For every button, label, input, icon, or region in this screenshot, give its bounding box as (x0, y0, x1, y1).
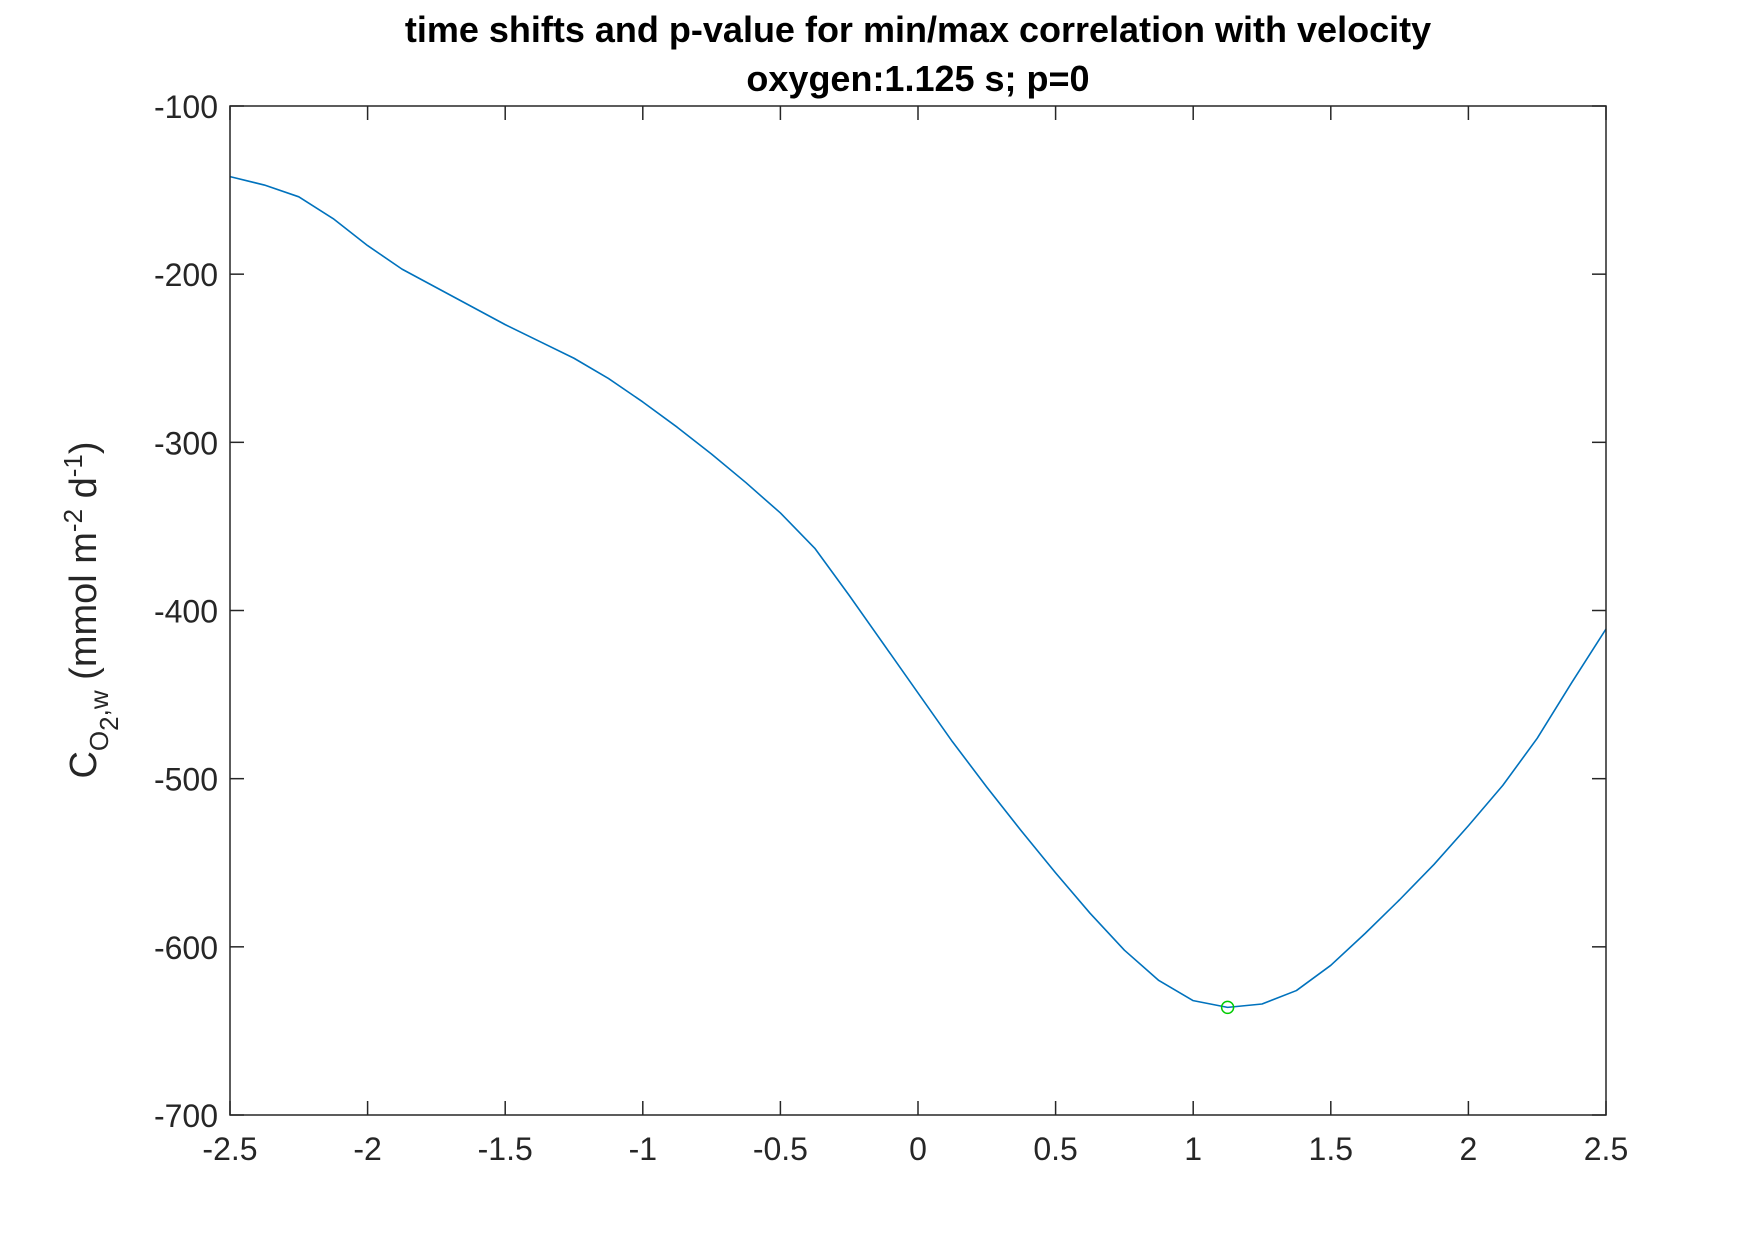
x-tick-label: 0 (909, 1131, 927, 1167)
series-line (229, 175, 1607, 1009)
x-tick-label: 2 (1460, 1131, 1478, 1167)
x-tick-label: -1 (629, 1131, 657, 1167)
y-axis-label-sub1: O (84, 731, 114, 751)
axes-box (229, 105, 1607, 1116)
y-tick-label: -500 (154, 762, 218, 798)
y-tick-label: -300 (154, 425, 218, 461)
y-tick-label: -100 (154, 89, 218, 125)
marker-layer (1220, 1000, 1235, 1015)
plot-area (230, 106, 1606, 1115)
y-axis-label-units-open: (mmol m (63, 532, 105, 690)
x-tick-label: 1 (1184, 1131, 1202, 1167)
x-tick-label: -2.5 (202, 1131, 257, 1167)
chart-subtitle: oxygen:1.125 s; p=0 (746, 58, 1089, 99)
x-tick-label: 1.5 (1309, 1131, 1353, 1167)
y-axis-label-units-close: ) (63, 441, 105, 454)
y-axis-label-main: C (63, 751, 105, 778)
y-tick-label: -400 (154, 594, 218, 630)
y-axis-label-units-exp1: -2 (58, 509, 88, 532)
chart-title: time shifts and p-value for min/max corr… (405, 9, 1431, 50)
axis-tick-labels: -2.5 -2 -1.5 -1 -0.5 0 0.5 1 1.5 2 2.5 -100 -200 -300… (154, 89, 1628, 1167)
min-marker (1220, 1000, 1235, 1015)
y-tick-label: -700 (154, 1098, 218, 1134)
y-tick-label: -200 (154, 257, 218, 293)
y-axis-label-sub2: 2 (94, 716, 124, 730)
y-axis-label-units-exp2: -1 (58, 454, 88, 477)
y-tick-label: -600 (154, 930, 218, 966)
x-tick-label: -1.5 (478, 1131, 533, 1167)
x-tick-label: 2.5 (1584, 1131, 1628, 1167)
x-tick-label: 0.5 (1033, 1131, 1077, 1167)
x-tick-label: -2 (353, 1131, 381, 1167)
y-axis-label-units-mid: d (63, 477, 105, 509)
y-axis-label-sub3: ,w (84, 690, 114, 716)
x-tick-label: -0.5 (753, 1131, 808, 1167)
y-axis-label: CO2,w (mmol m-2 d-1) (58, 441, 124, 778)
